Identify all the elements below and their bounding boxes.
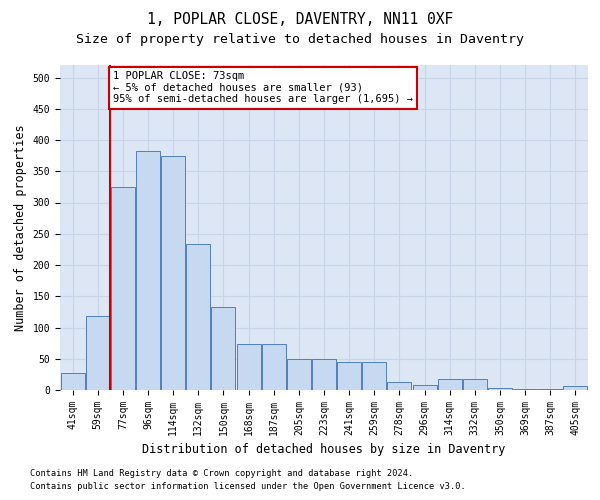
Text: Size of property relative to detached houses in Daventry: Size of property relative to detached ho… — [76, 32, 524, 46]
Bar — [538, 389, 562, 390]
Bar — [388, 382, 412, 390]
Bar — [262, 344, 286, 390]
Bar — [463, 379, 487, 390]
Bar — [362, 362, 386, 390]
Bar — [488, 388, 512, 390]
Bar — [111, 187, 135, 390]
Bar — [86, 316, 110, 390]
Bar — [438, 379, 461, 390]
Bar — [563, 386, 587, 390]
Bar — [337, 362, 361, 390]
Text: Contains HM Land Registry data © Crown copyright and database right 2024.: Contains HM Land Registry data © Crown c… — [30, 468, 413, 477]
Bar — [211, 307, 235, 390]
Y-axis label: Number of detached properties: Number of detached properties — [14, 124, 27, 331]
Bar — [136, 150, 160, 390]
Bar — [513, 389, 537, 390]
Text: 1 POPLAR CLOSE: 73sqm
← 5% of detached houses are smaller (93)
95% of semi-detac: 1 POPLAR CLOSE: 73sqm ← 5% of detached h… — [113, 71, 413, 104]
Bar — [287, 359, 311, 390]
Bar — [161, 156, 185, 390]
Bar — [236, 344, 260, 390]
Bar — [187, 244, 210, 390]
Text: Contains public sector information licensed under the Open Government Licence v3: Contains public sector information licen… — [30, 482, 466, 491]
Bar — [413, 385, 437, 390]
X-axis label: Distribution of detached houses by size in Daventry: Distribution of detached houses by size … — [142, 444, 506, 456]
Text: 1, POPLAR CLOSE, DAVENTRY, NN11 0XF: 1, POPLAR CLOSE, DAVENTRY, NN11 0XF — [147, 12, 453, 28]
Bar — [61, 372, 85, 390]
Bar — [312, 359, 336, 390]
